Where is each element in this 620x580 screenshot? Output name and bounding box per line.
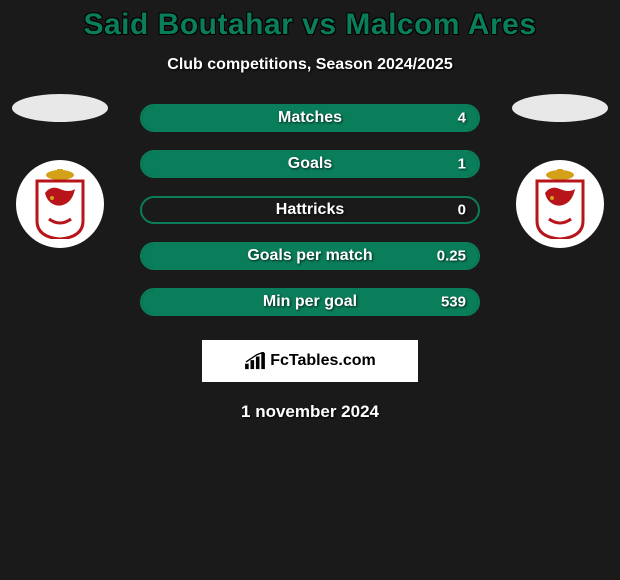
- stat-value-right: 0.25: [437, 248, 466, 265]
- club-crest-icon: [31, 169, 89, 239]
- stat-label: Goals: [288, 155, 332, 173]
- stat-bar: Goals per match 0.25: [140, 242, 480, 270]
- stat-bar: Hattricks 0: [140, 196, 480, 224]
- stat-value-right: 0: [458, 202, 466, 219]
- page-title: Said Boutahar vs Malcom Ares: [83, 8, 536, 42]
- bar-chart-icon: [244, 352, 266, 370]
- stat-label: Min per goal: [263, 293, 357, 311]
- stat-value-right: 4: [458, 110, 466, 127]
- stat-label: Goals per match: [247, 247, 372, 265]
- stat-value-right: 1: [458, 156, 466, 173]
- stat-label: Matches: [278, 109, 342, 127]
- stat-label: Hattricks: [276, 201, 344, 219]
- stat-bar: Min per goal 539: [140, 288, 480, 316]
- stat-value-right: 539: [441, 294, 466, 311]
- club-crest-icon: [531, 169, 589, 239]
- date-text: 1 november 2024: [241, 402, 379, 422]
- right-player-avatar: [512, 94, 608, 122]
- left-player-avatar: [12, 94, 108, 122]
- subtitle: Club competitions, Season 2024/2025: [167, 56, 452, 74]
- main-area: Matches 4 Goals 1 Hattricks 0 Goals per match 0…: [0, 104, 620, 316]
- branding-text: FcTables.com: [270, 352, 376, 370]
- stat-bar: Goals 1: [140, 150, 480, 178]
- stats-list: Matches 4 Goals 1 Hattricks 0 Goals per match 0…: [140, 104, 480, 316]
- branding-box[interactable]: FcTables.com: [202, 340, 418, 382]
- right-club-crest: [516, 160, 604, 248]
- left-player-column: [12, 94, 108, 248]
- right-player-column: [512, 94, 608, 248]
- comparison-card: Said Boutahar vs Malcom Ares Club compet…: [0, 0, 620, 422]
- left-club-crest: [16, 160, 104, 248]
- stat-bar: Matches 4: [140, 104, 480, 132]
